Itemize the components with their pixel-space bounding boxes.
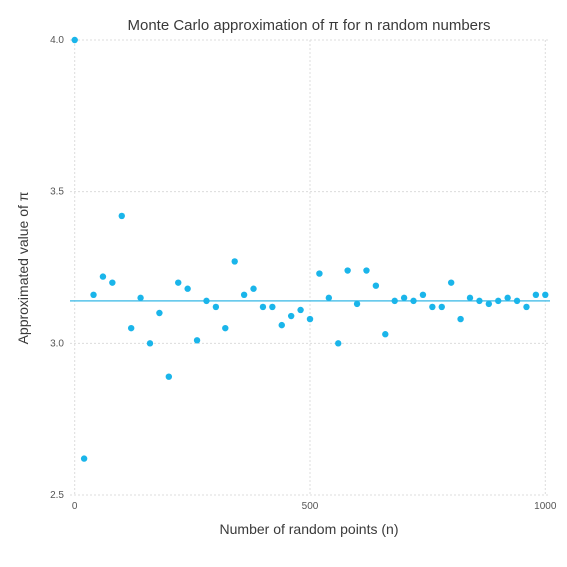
- data-points: [71, 36, 549, 462]
- data-point: [287, 312, 295, 320]
- data-point: [438, 303, 445, 311]
- data-point: [495, 297, 502, 305]
- y-tick-label: 2.5: [50, 490, 64, 501]
- data-point: [353, 300, 361, 308]
- x-tick-label: 0: [72, 501, 78, 512]
- data-point: [457, 315, 464, 323]
- data-point: [325, 294, 333, 302]
- data-point: [344, 267, 351, 274]
- data-point: [372, 282, 380, 289]
- data-point: [118, 212, 125, 220]
- data-point: [250, 285, 257, 292]
- data-point: [231, 258, 238, 265]
- data-point: [222, 324, 229, 332]
- grid-layer: [70, 39, 550, 496]
- y-tick-label: 3.5: [50, 187, 64, 198]
- data-point: [447, 279, 455, 286]
- data-point: [259, 303, 267, 311]
- data-point: [466, 294, 474, 302]
- data-point: [127, 324, 135, 332]
- data-point: [80, 455, 88, 462]
- data-point: [99, 273, 107, 280]
- data-point: [90, 291, 97, 298]
- chart-title: Monte Carlo approximation of π for n ran…: [127, 17, 490, 34]
- data-point: [419, 291, 427, 298]
- data-point: [532, 291, 540, 298]
- data-point: [476, 297, 483, 305]
- data-point: [184, 285, 191, 292]
- data-point: [504, 294, 511, 302]
- data-point: [156, 309, 163, 317]
- data-point: [523, 303, 530, 311]
- data-point: [146, 340, 154, 347]
- x-tick-label: 500: [302, 501, 319, 512]
- data-point: [165, 373, 173, 380]
- data-point: [335, 340, 342, 347]
- data-point: [306, 315, 314, 323]
- x-axis-label: Number of random points (n): [220, 521, 399, 537]
- data-point: [71, 36, 78, 44]
- y-tick-label: 4.0: [50, 35, 64, 46]
- data-point: [203, 297, 210, 305]
- data-point: [485, 300, 493, 308]
- tick-labels: 0 500 1000 2.5 3.0 3.5 4.0: [50, 35, 557, 512]
- data-point: [269, 303, 276, 311]
- data-point: [212, 303, 220, 311]
- data-point: [513, 297, 521, 305]
- data-point: [429, 303, 436, 311]
- data-point: [109, 279, 116, 286]
- data-point: [382, 331, 389, 338]
- data-point: [297, 306, 304, 314]
- data-point: [363, 267, 370, 274]
- data-point: [278, 321, 285, 329]
- data-point: [240, 291, 248, 298]
- data-point: [400, 294, 408, 302]
- data-point: [137, 294, 144, 302]
- x-tick-label: 1000: [534, 501, 557, 512]
- data-point: [193, 337, 201, 344]
- data-point: [542, 291, 549, 298]
- y-tick-label: 3.0: [50, 338, 64, 349]
- data-point: [316, 270, 323, 277]
- data-point: [410, 297, 417, 305]
- data-point: [175, 279, 182, 286]
- y-axis-label: Approximated value of π: [15, 191, 31, 344]
- data-point: [391, 297, 398, 305]
